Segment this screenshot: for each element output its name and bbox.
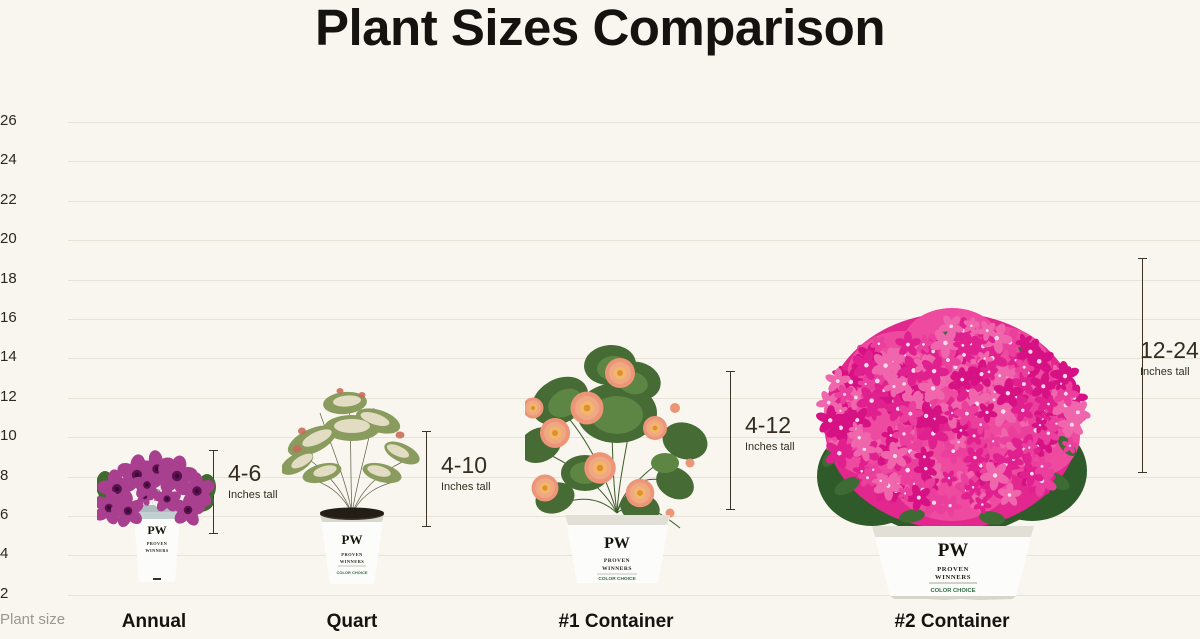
svg-text:PW: PW bbox=[938, 540, 969, 561]
svg-text:PW: PW bbox=[147, 523, 166, 537]
svg-text:PROVEN: PROVEN bbox=[341, 552, 363, 557]
svg-text:COLOR CHOICE: COLOR CHOICE bbox=[598, 576, 636, 582]
svg-text:COLOR CHOICE: COLOR CHOICE bbox=[336, 570, 367, 575]
svg-text:WINNERS: WINNERS bbox=[935, 574, 971, 581]
svg-text:WINNERS: WINNERS bbox=[340, 559, 364, 564]
svg-text:WINNERS: WINNERS bbox=[602, 566, 632, 572]
svg-text:PW: PW bbox=[604, 535, 630, 552]
svg-text:PROVEN: PROVEN bbox=[604, 558, 630, 564]
svg-text:PROVEN: PROVEN bbox=[147, 541, 168, 546]
svg-text:PROVEN: PROVEN bbox=[937, 566, 969, 573]
svg-text:COLOR CHOICE: COLOR CHOICE bbox=[930, 588, 975, 594]
svg-text:PW: PW bbox=[342, 532, 363, 547]
svg-text:WINNERS: WINNERS bbox=[145, 548, 169, 553]
